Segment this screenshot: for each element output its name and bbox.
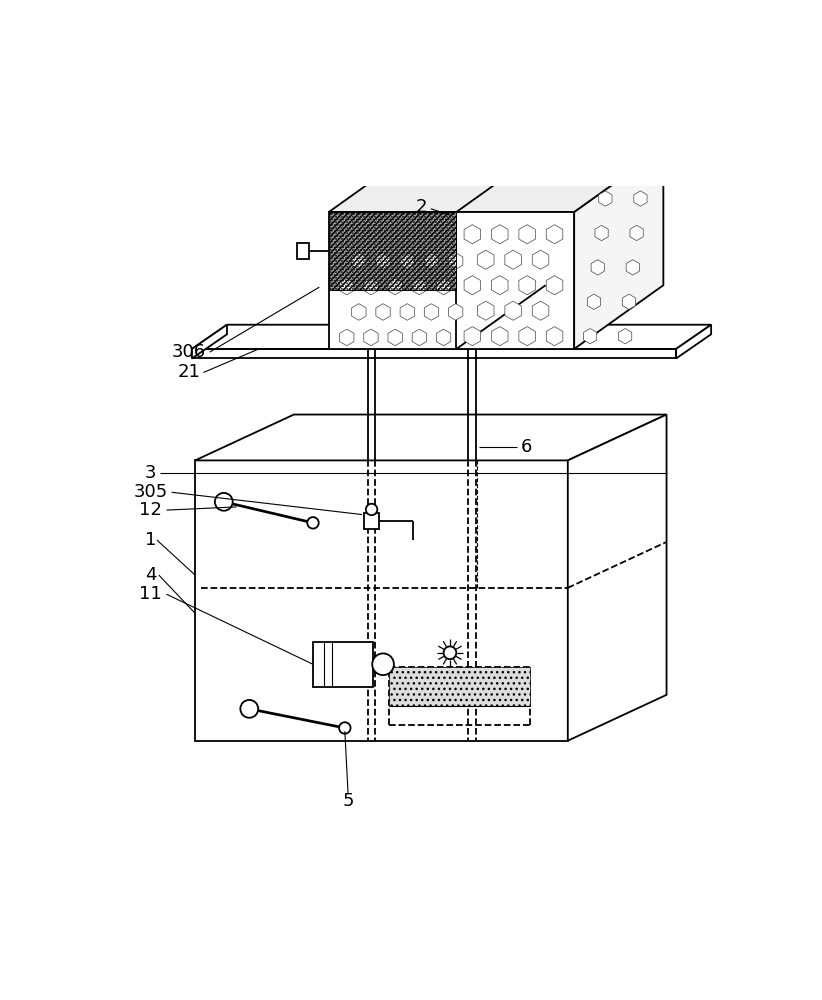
Polygon shape xyxy=(192,325,227,358)
Circle shape xyxy=(339,722,350,734)
Polygon shape xyxy=(598,191,612,206)
Polygon shape xyxy=(630,225,644,241)
Polygon shape xyxy=(424,304,439,320)
Text: 306: 306 xyxy=(172,343,206,361)
Polygon shape xyxy=(339,329,354,346)
Polygon shape xyxy=(352,304,366,320)
Polygon shape xyxy=(400,304,414,320)
Polygon shape xyxy=(412,329,427,346)
Polygon shape xyxy=(568,415,667,741)
Polygon shape xyxy=(547,327,563,346)
Text: 4: 4 xyxy=(145,566,156,584)
Bar xyxy=(313,642,373,687)
Bar xyxy=(329,212,456,290)
Polygon shape xyxy=(533,250,549,269)
Polygon shape xyxy=(400,253,414,269)
Bar xyxy=(418,148,663,160)
Polygon shape xyxy=(464,327,481,346)
Polygon shape xyxy=(364,278,378,295)
Polygon shape xyxy=(478,250,494,269)
Polygon shape xyxy=(587,294,601,309)
Polygon shape xyxy=(364,329,378,346)
Text: 305: 305 xyxy=(133,483,168,501)
Polygon shape xyxy=(436,278,450,295)
Polygon shape xyxy=(376,253,390,269)
Text: 2: 2 xyxy=(416,198,427,216)
Text: 6: 6 xyxy=(520,438,532,456)
Circle shape xyxy=(215,493,233,511)
Polygon shape xyxy=(595,225,608,241)
Polygon shape xyxy=(626,260,640,275)
Bar xyxy=(329,212,456,290)
Polygon shape xyxy=(492,276,508,295)
Polygon shape xyxy=(505,301,521,320)
Polygon shape xyxy=(436,329,450,346)
Polygon shape xyxy=(449,304,463,320)
Polygon shape xyxy=(622,294,635,309)
Polygon shape xyxy=(492,225,508,244)
Polygon shape xyxy=(574,148,663,349)
Circle shape xyxy=(307,517,319,529)
Polygon shape xyxy=(352,253,366,269)
Text: 1: 1 xyxy=(145,531,156,549)
Circle shape xyxy=(366,504,377,515)
Circle shape xyxy=(372,653,394,675)
Polygon shape xyxy=(412,278,427,295)
Polygon shape xyxy=(388,329,402,346)
Text: 11: 11 xyxy=(139,585,162,603)
Polygon shape xyxy=(492,327,508,346)
Bar xyxy=(195,460,568,741)
Bar xyxy=(364,513,379,529)
Polygon shape xyxy=(519,225,535,244)
Polygon shape xyxy=(676,325,711,358)
Polygon shape xyxy=(591,260,604,275)
Polygon shape xyxy=(424,253,439,269)
Polygon shape xyxy=(634,191,647,206)
Polygon shape xyxy=(584,329,597,344)
Polygon shape xyxy=(478,301,494,320)
Polygon shape xyxy=(547,276,563,295)
Polygon shape xyxy=(376,304,390,320)
Polygon shape xyxy=(505,250,521,269)
Polygon shape xyxy=(329,148,663,212)
Bar xyxy=(329,212,574,349)
Circle shape xyxy=(444,646,456,659)
Polygon shape xyxy=(192,349,676,358)
Polygon shape xyxy=(339,278,354,295)
Text: 12: 12 xyxy=(139,501,162,519)
Bar xyxy=(390,667,529,706)
Polygon shape xyxy=(449,253,463,269)
Polygon shape xyxy=(519,327,535,346)
Polygon shape xyxy=(533,301,549,320)
Polygon shape xyxy=(519,276,535,295)
Polygon shape xyxy=(618,329,632,344)
Text: 3: 3 xyxy=(145,464,156,482)
Text: 21: 21 xyxy=(178,363,201,381)
Polygon shape xyxy=(464,225,481,244)
Bar xyxy=(329,212,456,290)
Polygon shape xyxy=(547,225,563,244)
Polygon shape xyxy=(192,325,711,349)
Polygon shape xyxy=(464,276,481,295)
Text: 5: 5 xyxy=(342,792,353,810)
Polygon shape xyxy=(388,278,402,295)
Bar xyxy=(297,243,308,259)
Polygon shape xyxy=(195,415,667,460)
Circle shape xyxy=(240,700,258,718)
